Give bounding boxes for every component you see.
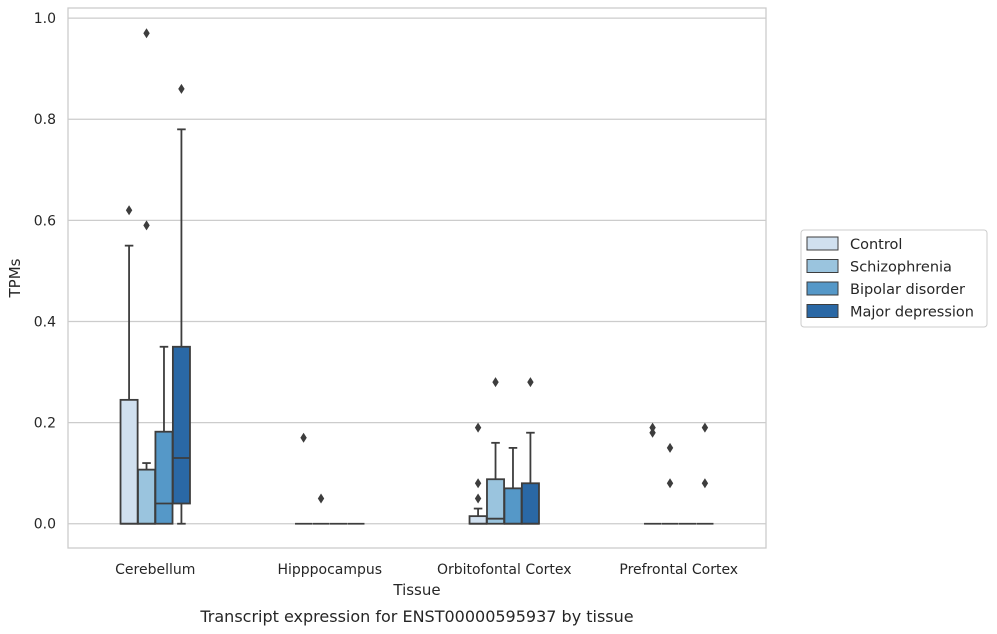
legend-entry-label: Control xyxy=(850,237,902,253)
outlier-point xyxy=(178,83,185,94)
box-group xyxy=(661,442,679,525)
box-group xyxy=(486,377,505,525)
outlier-point xyxy=(125,205,133,216)
outlier-point xyxy=(666,478,674,489)
outlier-point xyxy=(492,377,499,388)
box-group xyxy=(295,432,313,525)
outlier-point xyxy=(701,422,709,433)
y-tick-label: 0.6 xyxy=(34,213,56,229)
box xyxy=(137,468,156,525)
outlier-point xyxy=(527,377,534,388)
legend-entry-label: Bipolar disorder xyxy=(850,282,965,298)
legend-swatch xyxy=(806,304,839,318)
box-group xyxy=(137,28,156,525)
box-group xyxy=(312,493,330,525)
x-tick-label: Cerebellum xyxy=(115,562,195,578)
y-tick-label: 0.4 xyxy=(34,314,56,330)
box xyxy=(154,430,174,525)
x-tick-label: Orbitofontal Cortex xyxy=(437,562,572,578)
box-group xyxy=(696,422,714,525)
y-tick-label: 0.0 xyxy=(34,517,56,533)
outlier-point xyxy=(649,422,656,433)
box-group xyxy=(171,83,191,525)
chart-caption: Transcript expression for ENST0000059593… xyxy=(199,607,633,626)
y-axis-ticks: 0.0 0.2 0.4 0.6 0.8 1.0 xyxy=(34,11,56,533)
outlier-point xyxy=(666,442,674,453)
outlier-point xyxy=(474,478,482,489)
x-tick-label: Hipppocampus xyxy=(277,562,382,578)
y-axis-label: TPMs xyxy=(6,258,24,298)
box-group xyxy=(468,422,488,525)
legend-swatch xyxy=(806,259,839,273)
y-tick-label: 0.2 xyxy=(34,416,56,432)
box-group xyxy=(119,205,139,525)
y-tick-label: 0.8 xyxy=(34,112,56,128)
legend-swatch xyxy=(806,281,839,296)
box xyxy=(520,482,540,525)
outlier-point xyxy=(474,422,482,433)
outlier-point xyxy=(317,493,325,504)
box xyxy=(468,515,488,525)
box-group xyxy=(154,345,174,525)
box-group xyxy=(644,422,662,525)
box xyxy=(486,478,505,525)
box-group xyxy=(520,377,540,525)
x-axis-label: Tissue xyxy=(392,581,440,599)
outlier-point xyxy=(143,28,150,39)
outlier-point xyxy=(300,432,307,443)
x-tick-label: Prefrontal Cortex xyxy=(619,562,738,578)
axes-frame xyxy=(67,7,767,549)
plot-area xyxy=(119,28,714,525)
outlier-point xyxy=(474,493,482,504)
outlier-point xyxy=(649,427,656,438)
x-axis-ticks: Cerebellum Hipppocampus Orbitofontal Corte… xyxy=(115,562,738,578)
legend: Control Schizophrenia Bipolar disorder Majo… xyxy=(800,229,988,328)
legend-entry-label: Major depression xyxy=(850,305,974,321)
y-tick-label: 1.0 xyxy=(34,11,56,27)
box-group xyxy=(503,446,523,525)
legend-entry-label: Schizophrenia xyxy=(850,260,952,276)
box xyxy=(503,487,523,525)
legend-swatch xyxy=(806,236,839,251)
box xyxy=(171,345,191,505)
legend-frame xyxy=(800,229,988,328)
outlier-point xyxy=(701,478,709,489)
outlier-point xyxy=(143,220,150,231)
box xyxy=(119,398,139,525)
